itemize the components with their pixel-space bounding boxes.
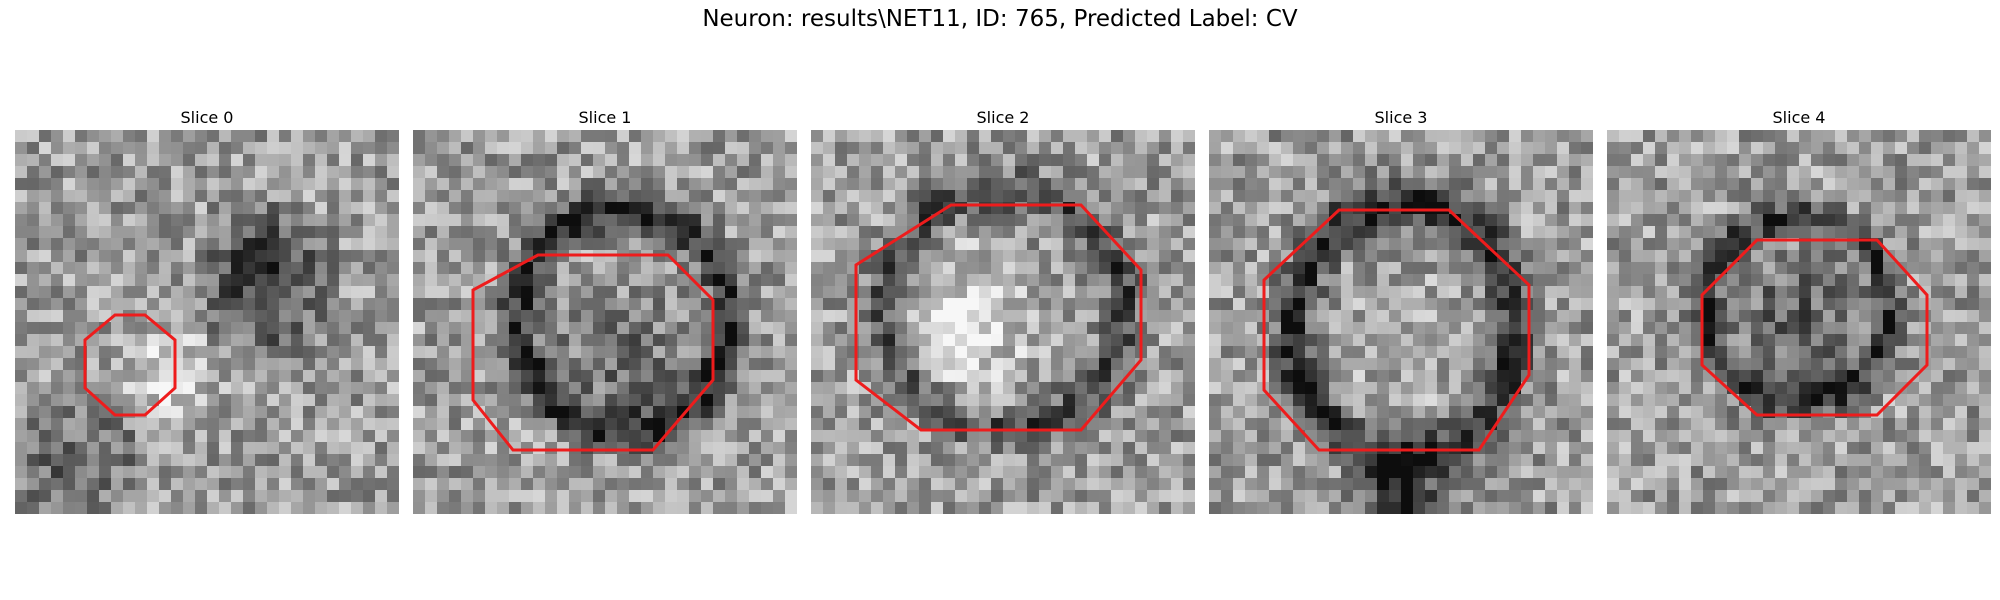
- figure-title: Neuron: results\NET11, ID: 765, Predicte…: [702, 6, 1298, 32]
- slice-image-2: [811, 130, 1195, 514]
- slice-image-0: [15, 130, 399, 514]
- slice-title: Slice 4: [1772, 108, 1826, 127]
- slice-title: Slice 1: [578, 108, 632, 127]
- slice-title: Slice 0: [180, 108, 234, 127]
- slice-image-1: [413, 130, 797, 514]
- segmentation-contour: [1700, 238, 1929, 417]
- slice-image-4: [1607, 130, 1991, 514]
- slice-panel-0: Slice 0: [15, 106, 399, 514]
- slice-panel-3: Slice 3: [1209, 106, 1593, 514]
- segmentation-contour: [854, 203, 1143, 432]
- segmentation-contour: [1262, 208, 1531, 452]
- slice-panel-2: Slice 2: [811, 106, 1195, 514]
- segmentation-contour: [471, 253, 715, 452]
- slice-title: Slice 3: [1374, 108, 1428, 127]
- slice-panel-4: Slice 4: [1607, 106, 1991, 514]
- slice-image-3: [1209, 130, 1593, 514]
- slice-title: Slice 2: [976, 108, 1030, 127]
- segmentation-contour: [83, 313, 177, 417]
- slice-panel-1: Slice 1: [413, 106, 797, 514]
